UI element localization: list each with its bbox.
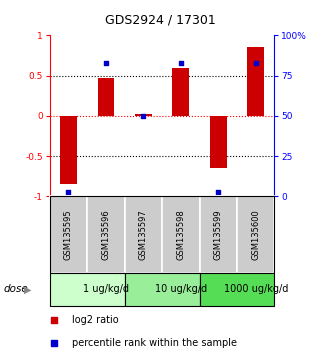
Text: GSM135599: GSM135599 [214, 209, 223, 260]
Bar [50, 196, 87, 273]
Text: GSM135595: GSM135595 [64, 209, 73, 260]
Bar [247, 47, 264, 116]
Bar [210, 116, 227, 168]
Point [178, 60, 183, 65]
Text: 1 ug/kg/d: 1 ug/kg/d [83, 284, 129, 295]
Bar [237, 196, 274, 273]
Text: GDS2924 / 17301: GDS2924 / 17301 [105, 13, 216, 27]
Text: ▶: ▶ [24, 284, 31, 295]
Text: 1000 ug/kg/d: 1000 ug/kg/d [223, 284, 288, 295]
Point [52, 341, 57, 346]
Bar [125, 273, 200, 306]
Point [66, 189, 71, 194]
Point [216, 189, 221, 194]
Text: 10 ug/kg/d: 10 ug/kg/d [155, 284, 207, 295]
Point [103, 60, 108, 65]
Text: log2 ratio: log2 ratio [72, 315, 119, 325]
Bar [50, 273, 125, 306]
Text: GSM135598: GSM135598 [176, 209, 185, 260]
Point [253, 60, 258, 65]
Bar [135, 114, 152, 116]
Bar [172, 68, 189, 116]
Point [141, 113, 146, 119]
Bar [200, 273, 274, 306]
Text: GSM135597: GSM135597 [139, 209, 148, 260]
Text: dose: dose [3, 284, 28, 295]
Text: GSM135600: GSM135600 [251, 209, 260, 260]
Point [52, 317, 57, 322]
Text: percentile rank within the sample: percentile rank within the sample [72, 338, 237, 348]
Text: GSM135596: GSM135596 [101, 209, 110, 260]
Bar [125, 196, 162, 273]
Bar [98, 78, 114, 116]
Bar [200, 196, 237, 273]
Bar [87, 196, 125, 273]
Bar [60, 116, 77, 184]
Bar [162, 196, 200, 273]
